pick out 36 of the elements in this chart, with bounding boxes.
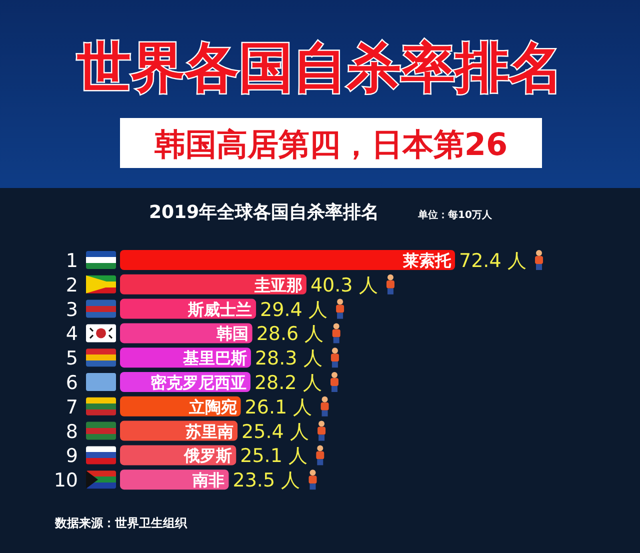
chart-subtitle: 韩国高居第四，日本第26 <box>153 127 508 163</box>
text: 7 <box>66 396 78 418</box>
text: 6 <box>66 372 78 394</box>
text: 8 <box>66 420 78 443</box>
data-label: 40.3 人 <box>310 274 378 296</box>
data-label: 25.1 人 <box>240 445 308 468</box>
y-tick-label: 立陶宛 <box>188 397 237 416</box>
text: 1 <box>66 250 78 272</box>
y-tick-label: 密克罗尼西亚 <box>150 373 246 392</box>
y-tick-label: 南非 <box>192 470 225 490</box>
data-label: 28.6 人 <box>256 323 324 346</box>
data-label: 26.1 人 <box>244 396 312 418</box>
data-label: 23.5 人 <box>232 470 300 492</box>
data-label: 29.4 人 <box>260 298 328 321</box>
text: 10 <box>54 470 78 492</box>
data-label: 72.4 人 <box>459 250 526 272</box>
y-tick-label: 韩国 <box>215 324 248 344</box>
data-label: 28.2 人 <box>254 372 322 394</box>
data-label: 28.3 人 <box>254 348 322 370</box>
text: 3 <box>66 298 78 321</box>
y-tick-label: 俄罗斯 <box>183 446 232 466</box>
text: 4 <box>66 323 78 346</box>
source-note: 数据来源：世界卫生组织 <box>54 516 188 530</box>
y-tick-label: 莱索托 <box>402 251 452 270</box>
text: 9 <box>66 445 78 468</box>
text: 5 <box>66 348 78 370</box>
x-axis-title: 单位：每10万人 <box>417 209 493 221</box>
bar <box>120 250 455 270</box>
y-tick-label: 圭亚那 <box>253 275 302 294</box>
chart-title: 世界各国自杀率排名 <box>77 36 563 99</box>
data-label: 25.4 人 <box>242 420 309 443</box>
text: 2019年全球各国自杀率排名 <box>148 202 380 223</box>
y-tick-label: 基里巴斯 <box>182 348 247 368</box>
y-tick-label: 苏里南 <box>184 422 234 441</box>
text: 2 <box>66 274 78 296</box>
y-tick-label: 斯威士兰 <box>187 300 252 319</box>
